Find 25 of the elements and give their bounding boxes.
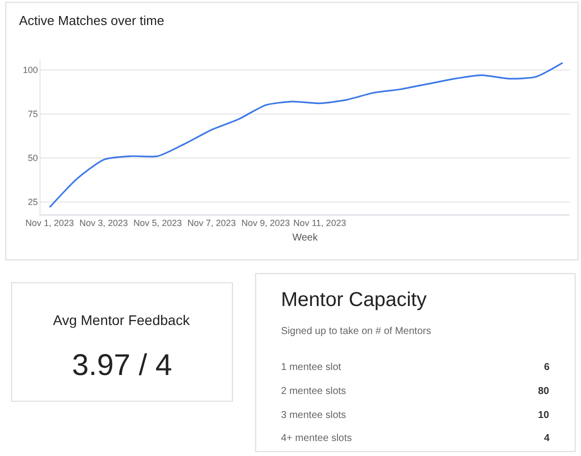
y-tick-label: 25 (28, 197, 38, 208)
category-label: 4+ mentee slots (281, 433, 352, 444)
x-tick-label: Nov 7, 2023 (187, 218, 236, 228)
x-tick-label: Nov 3, 2023 (79, 218, 128, 228)
category-label: 1 mentee slot (281, 362, 342, 373)
x-tick-label: Nov 11, 2023 (293, 218, 346, 228)
text: Mentor Capacity (281, 289, 427, 311)
text: Signed up to take on # of Mentors (281, 326, 432, 337)
x-tick-label: Nov 5, 2023 (133, 218, 182, 228)
y-tick-label: 75 (28, 109, 38, 120)
data-label: 10 (538, 410, 550, 421)
text: 3.97 / 4 (72, 349, 172, 382)
y-tick-label: 100 (22, 65, 38, 75)
chart-title: Active Matches over time (19, 13, 164, 28)
x-axis-title: Week (292, 232, 319, 244)
text: Avg Mentor Feedback (53, 312, 191, 328)
data-label: 80 (538, 386, 550, 397)
data-label: 4 (544, 433, 550, 444)
x-tick-label: Nov 1, 2023 (25, 218, 74, 228)
category-label: 3 mentee slots (281, 410, 346, 421)
y-tick-label: 50 (28, 153, 38, 164)
data-label: 6 (544, 362, 550, 373)
x-tick-label: Nov 9, 2023 (241, 218, 290, 228)
category-label: 2 mentee slots (281, 386, 346, 397)
line-series (48, 62, 564, 208)
